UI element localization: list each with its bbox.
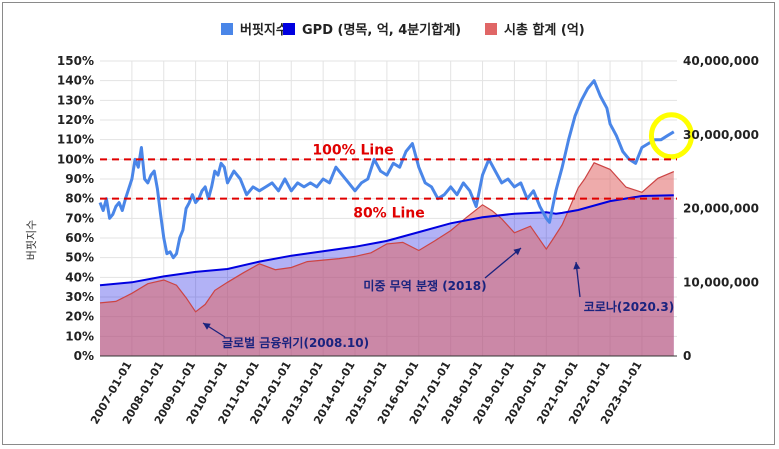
y-left-tick-label: 120% [57,113,94,127]
highlight-marker [648,112,694,160]
legend-label-market-cap: 시총 합계 (억) [504,22,585,38]
annotation-label: 코로나(2020.3) [584,299,674,314]
annotation-arrowhead [573,262,581,270]
annotation-arrowhead [513,248,521,256]
gdp-line [99,194,674,287]
annotations: 100% Line 80% Line 글로벌 금융위기(2008.10) 미중 무역 … [202,142,674,350]
y-left-tick-label: 150% [57,54,94,68]
y-left-tick-label: 30% [65,290,94,304]
y-left-tick-label: 10% [65,329,94,343]
ref-line-label: 100% Line [312,142,393,158]
annotation-arrowhead [203,323,211,330]
y-left-tick-label: 110% [57,133,94,147]
y-left-tick-label: 60% [65,231,94,245]
y-left-tick-label: 70% [65,211,94,225]
legend-label-gdp: GPD (명목, 억, 4분기합계) [302,22,461,38]
legend-label-buffett: 버핏지수 [240,22,288,38]
buffett-line [98,79,675,260]
y-left-tick-label: 140% [57,74,94,88]
legend: 버핏지수 GPD (명목, 억, 4분기합계) 시총 합계 (억) [221,22,585,38]
y-right-tick-label: 40,000,000 [683,54,759,68]
area-layers [100,162,674,356]
annotation-label: 미중 무역 분쟁 (2018) [363,278,486,293]
market-cap-line [99,162,675,313]
y-right-tick-label: 30,000,000 [683,128,759,142]
y-left-tick-label: 100% [57,152,94,166]
legend-swatch-market-cap [485,23,497,35]
y-left-tick-label: 40% [65,270,94,284]
line-layers [98,79,694,313]
legend-swatch-buffett [221,23,233,35]
y-left-tick-label: 130% [57,93,94,107]
y-left-tick-label: 80% [65,192,94,206]
annotation-label: 글로벌 금융위기(2008.10) [222,335,369,350]
annotation-arrow [484,247,522,279]
y-left-tick-label: 90% [65,172,94,186]
market-cap-area [100,162,674,356]
y-right-tick-label: 10,000,000 [683,275,759,289]
y-axis-label: 버핏지수 [25,220,38,260]
legend-swatch-gdp [283,23,295,35]
y-left-tick-label: 50% [65,251,94,265]
y-left-tick-label: 0% [74,349,94,363]
y-right-tick-label: 0 [683,349,691,363]
y-right-tick-label: 20,000,000 [683,202,759,216]
y-left-tick-label: 20% [65,310,94,324]
ref-line-label: 80% Line [353,206,425,222]
reference-lines [100,158,677,200]
